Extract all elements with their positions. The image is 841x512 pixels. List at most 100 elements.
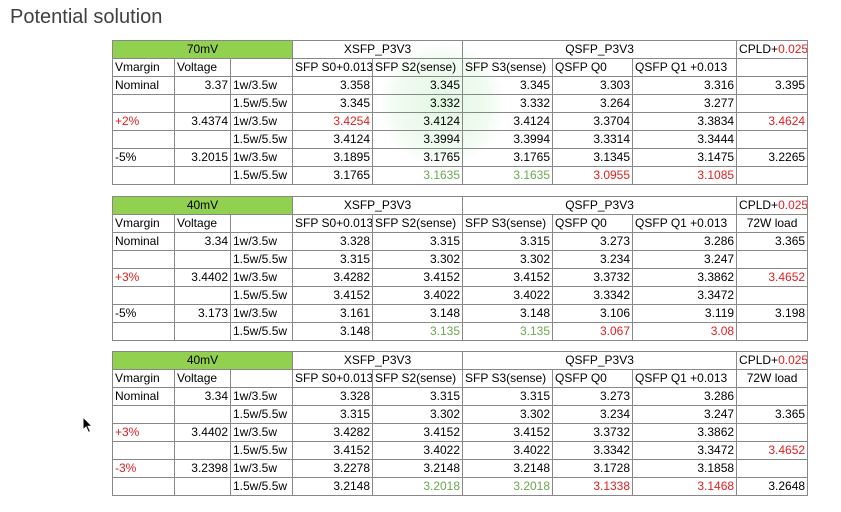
cell-qsfp-q0: 3.106 [552,304,634,323]
cell-sfp-s0: 3.345 [292,94,374,113]
col-header-sfp-s3: SFP S3(sense) [462,58,554,77]
cell-qsfp-q1: 3.3862 [632,268,738,287]
cell-vmargin [112,130,175,149]
cell-sfp-s3: 3.2018 [462,477,554,496]
cell-sfp-s0: 3.328 [292,232,374,251]
cell-qsfp-q1: 3.316 [632,76,738,95]
table-row: -5% 3.2015 1w/3.5w 3.1895 3.1765 3.1765 3.1345… [112,148,809,167]
table-row: -3% 3.2398 1w/3.5w 3.2278 3.2148 3.2148 3.1728… [112,459,809,478]
cell-qsfp-q0: 3.0955 [552,166,634,185]
voltage-table: 70mV XSFP_P3V3 QSFP_P3V3 CPLD+0.025 Vmargin V… [111,40,809,185]
cpld-offset: 0.025 [778,198,808,212]
col-header-load [229,214,294,233]
cell-qsfp-q0: 3.303 [552,76,634,95]
cell-voltage [174,250,231,269]
cell-sfp-s0: 3.4282 [292,268,374,287]
table-row: 1.5w/5.5w 3.315 3.302 3.302 3.234 3.247 3.365 [112,405,809,424]
cell-qsfp-q0: 3.3342 [552,286,634,305]
col-header-voltage: Voltage [174,58,231,77]
cell-qsfp-q1: 3.08 [632,322,738,341]
cell-cpld: 3.4652 [736,441,809,460]
cell-voltage [174,130,231,149]
cell-sfp-s0: 3.4152 [292,441,374,460]
cell-qsfp-q0: 3.273 [552,232,634,251]
cell-sfp-s2: 3.2148 [372,459,464,478]
cell-vmargin: -5% [112,304,175,323]
cell-vmargin [112,250,175,269]
cell-sfp-s3: 3.3994 [462,130,554,149]
cell-voltage: 3.4402 [174,423,231,442]
cell-qsfp-q0: 3.234 [552,250,634,269]
col-header-qsfp-q1: QSFP Q1 +0.013 [632,58,738,77]
cell-sfp-s0: 3.2148 [292,477,374,496]
col-header-sfp-s0: SFP S0+0.013 [292,369,374,388]
cell-sfp-s0: 3.315 [292,250,374,269]
col-header-sfp-s2: SFP S2(sense) [372,214,464,233]
cell-sfp-s0: 3.4254 [292,112,374,131]
cell-sfp-s2: 3.315 [372,387,464,406]
cell-qsfp-q0: 3.1345 [552,148,634,167]
cell-qsfp-q1: 3.286 [632,387,738,406]
table-header-row: 40mV XSFP_P3V3 QSFP_P3V3 CPLD+0.025 [111,196,809,215]
cell-qsfp-q0: 3.264 [552,94,634,113]
cell-qsfp-q1: 3.1085 [632,166,738,185]
cell-sfp-s2: 3.302 [372,405,464,424]
cell-cpld [736,322,809,341]
col-header-vmargin: Vmargin [112,58,175,77]
cell-qsfp-q1: 3.3472 [632,441,738,460]
cell-sfp-s3: 3.4152 [462,423,554,442]
cell-load: 1.5w/5.5w [229,286,294,305]
cell-vmargin: +3% [112,268,175,287]
col-header-cpld: 72W load [736,369,809,388]
cell-sfp-s2: 3.4124 [372,112,464,131]
cell-sfp-s3: 3.135 [462,322,554,341]
cell-voltage [174,166,231,185]
cell-sfp-s0: 3.315 [292,405,374,424]
cell-sfp-s2: 3.148 [372,304,464,323]
cell-vmargin [112,477,175,496]
cell-cpld: 3.4652 [736,268,809,287]
cell-cpld [736,423,809,442]
cell-sfp-s3: 3.1635 [462,166,554,185]
col-header-cpld [736,58,809,77]
cell-sfp-s2: 3.302 [372,250,464,269]
cell-sfp-s3: 3.315 [462,232,554,251]
cell-qsfp-q0: 3.234 [552,405,634,424]
cell-sfp-s3: 3.4022 [462,286,554,305]
cell-sfp-s3: 3.302 [462,250,554,269]
cell-cpld [736,166,809,185]
cell-sfp-s0: 3.4282 [292,423,374,442]
table-row: -5% 3.173 1w/3.5w 3.161 3.148 3.148 3.106 3.119… [112,304,809,323]
cell-sfp-s0: 3.161 [292,304,374,323]
cell-voltage [174,322,231,341]
col-header-sfp-s3: SFP S3(sense) [462,369,554,388]
cell-sfp-s0: 3.148 [292,322,374,341]
col-header-cpld: 72W load [736,214,809,233]
col-header-qsfp-q1: QSFP Q1 +0.013 [632,214,738,233]
xsfp-group-header: XSFP_P3V3 [292,351,464,370]
cell-vmargin: +2% [112,112,175,131]
cell-voltage: 3.4402 [174,268,231,287]
cell-sfp-s0: 3.4152 [292,286,374,305]
cell-vmargin [112,286,175,305]
cell-load: 1w/3.5w [229,112,294,131]
cell-load: 1w/3.5w [229,423,294,442]
cell-sfp-s3: 3.1765 [462,148,554,167]
cell-sfp-s2: 3.3994 [372,130,464,149]
cell-qsfp-q1: 3.1858 [632,459,738,478]
cell-voltage [174,94,231,113]
cell-cpld [736,130,809,149]
cell-cpld: 3.198 [736,304,809,323]
cell-qsfp-q1: 3.3862 [632,423,738,442]
col-header-sfp-s2: SFP S2(sense) [372,58,464,77]
cell-qsfp-q0: 3.3314 [552,130,634,149]
cell-load: 1w/3.5w [229,387,294,406]
cell-vmargin [112,166,175,185]
cell-sfp-s2: 3.4152 [372,268,464,287]
cell-cpld: 3.2648 [736,477,809,496]
cell-load: 1w/3.5w [229,304,294,323]
cell-qsfp-q1: 3.3444 [632,130,738,149]
cell-voltage: 3.2398 [174,459,231,478]
cell-cpld [736,250,809,269]
col-header-load [229,369,294,388]
